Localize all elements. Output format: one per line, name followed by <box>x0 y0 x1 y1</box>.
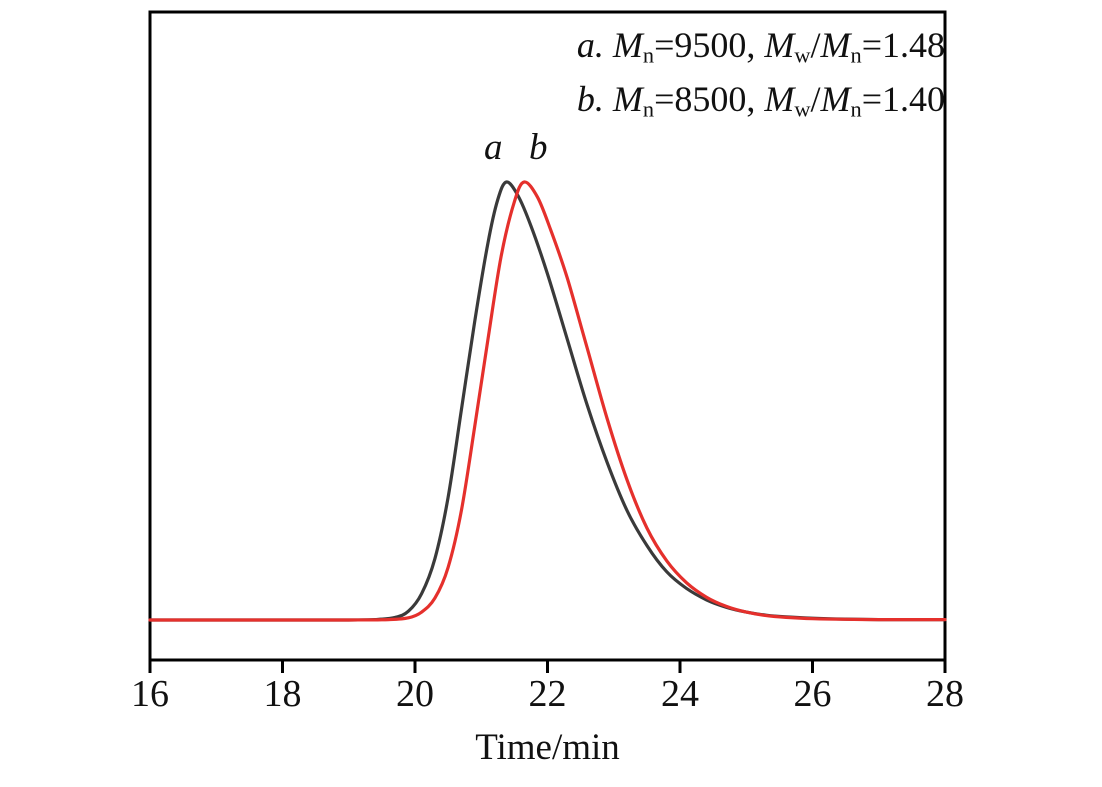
curve-b <box>148 180 947 622</box>
x-tick-label: 22 <box>529 673 567 715</box>
peak-label-b: b <box>529 127 548 168</box>
annotation-text: b. <box>576 79 613 119</box>
curve-a <box>148 180 947 622</box>
subscript-text: n <box>642 96 655 122</box>
x-axis-title: Time/min <box>475 727 620 768</box>
subscript-text: n <box>850 96 862 122</box>
annotation-series-b: b. Mn=8500, Mw/Mn=1.40 <box>577 78 945 123</box>
annotation-text: =1.40 <box>861 79 945 119</box>
annotation-text: M <box>612 79 643 119</box>
x-tick-label: 28 <box>926 673 964 715</box>
x-tick-label: 24 <box>661 673 699 715</box>
x-tick-label: 18 <box>264 673 302 715</box>
annotation-text: / <box>810 25 821 65</box>
annotation-text: a. <box>576 25 613 65</box>
x-tick-label: 16 <box>131 673 169 715</box>
annotation-text: M <box>820 79 851 119</box>
peak-label-a: a <box>484 127 503 168</box>
annotation-text: M <box>764 25 795 65</box>
x-tick-label: 20 <box>396 673 434 715</box>
annotation-text: M <box>764 79 795 119</box>
subscript-text: w <box>794 96 811 122</box>
annotation-text: / <box>810 79 821 119</box>
annotation-text: =9500, <box>654 25 765 65</box>
annotation-text: M <box>612 25 643 65</box>
annotation-text: =8500, <box>654 79 765 119</box>
x-tick-label: 26 <box>794 673 832 715</box>
annotation-text: =1.48 <box>861 25 945 65</box>
annotation-text: M <box>820 25 851 65</box>
subscript-text: n <box>642 42 655 68</box>
annotation-series-a: a. Mn=9500, Mw/Mn=1.48 <box>577 24 945 69</box>
subscript-text: n <box>850 42 862 68</box>
subscript-text: w <box>794 42 811 68</box>
